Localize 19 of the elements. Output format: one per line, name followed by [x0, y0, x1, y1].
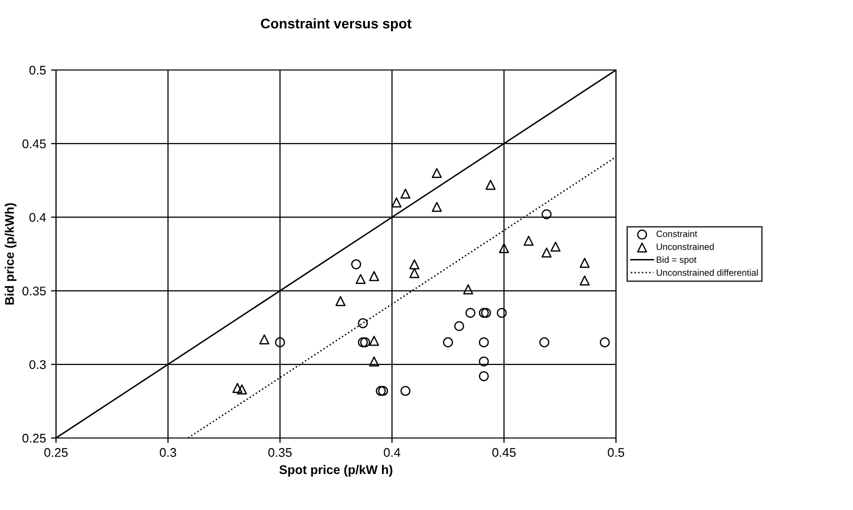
y-tick-label: 0.4	[29, 213, 46, 222]
chart-title: Constraint versus spot	[260, 18, 412, 32]
legend-label: Bid = spot	[656, 256, 696, 265]
legend-label: Constraint	[656, 230, 698, 238]
x-tick-label: 0.3	[160, 448, 176, 457]
y-tick-label: 0.3	[29, 360, 46, 370]
legend-label: Unconstrained	[656, 243, 714, 250]
y-tick-label: 0.5	[29, 66, 46, 75]
y-axis-title: Bid price (p/kWh)	[4, 203, 16, 305]
x-tick-label: 0.35	[268, 448, 292, 457]
x-axis-title: Spot price (p/kW h)	[279, 464, 392, 477]
y-tick-label: 0.35	[22, 286, 46, 296]
x-tick-label: 0.25	[44, 448, 68, 457]
y-tick-label: 0.45	[22, 139, 46, 148]
x-tick-label: 0.5	[608, 448, 624, 457]
x-tick-label: 0.45	[492, 448, 516, 457]
x-tick-label: 0.4	[384, 448, 400, 457]
legend-label: Unconstrained differential	[656, 269, 758, 276]
y-tick-label: 0.25	[22, 434, 46, 443]
